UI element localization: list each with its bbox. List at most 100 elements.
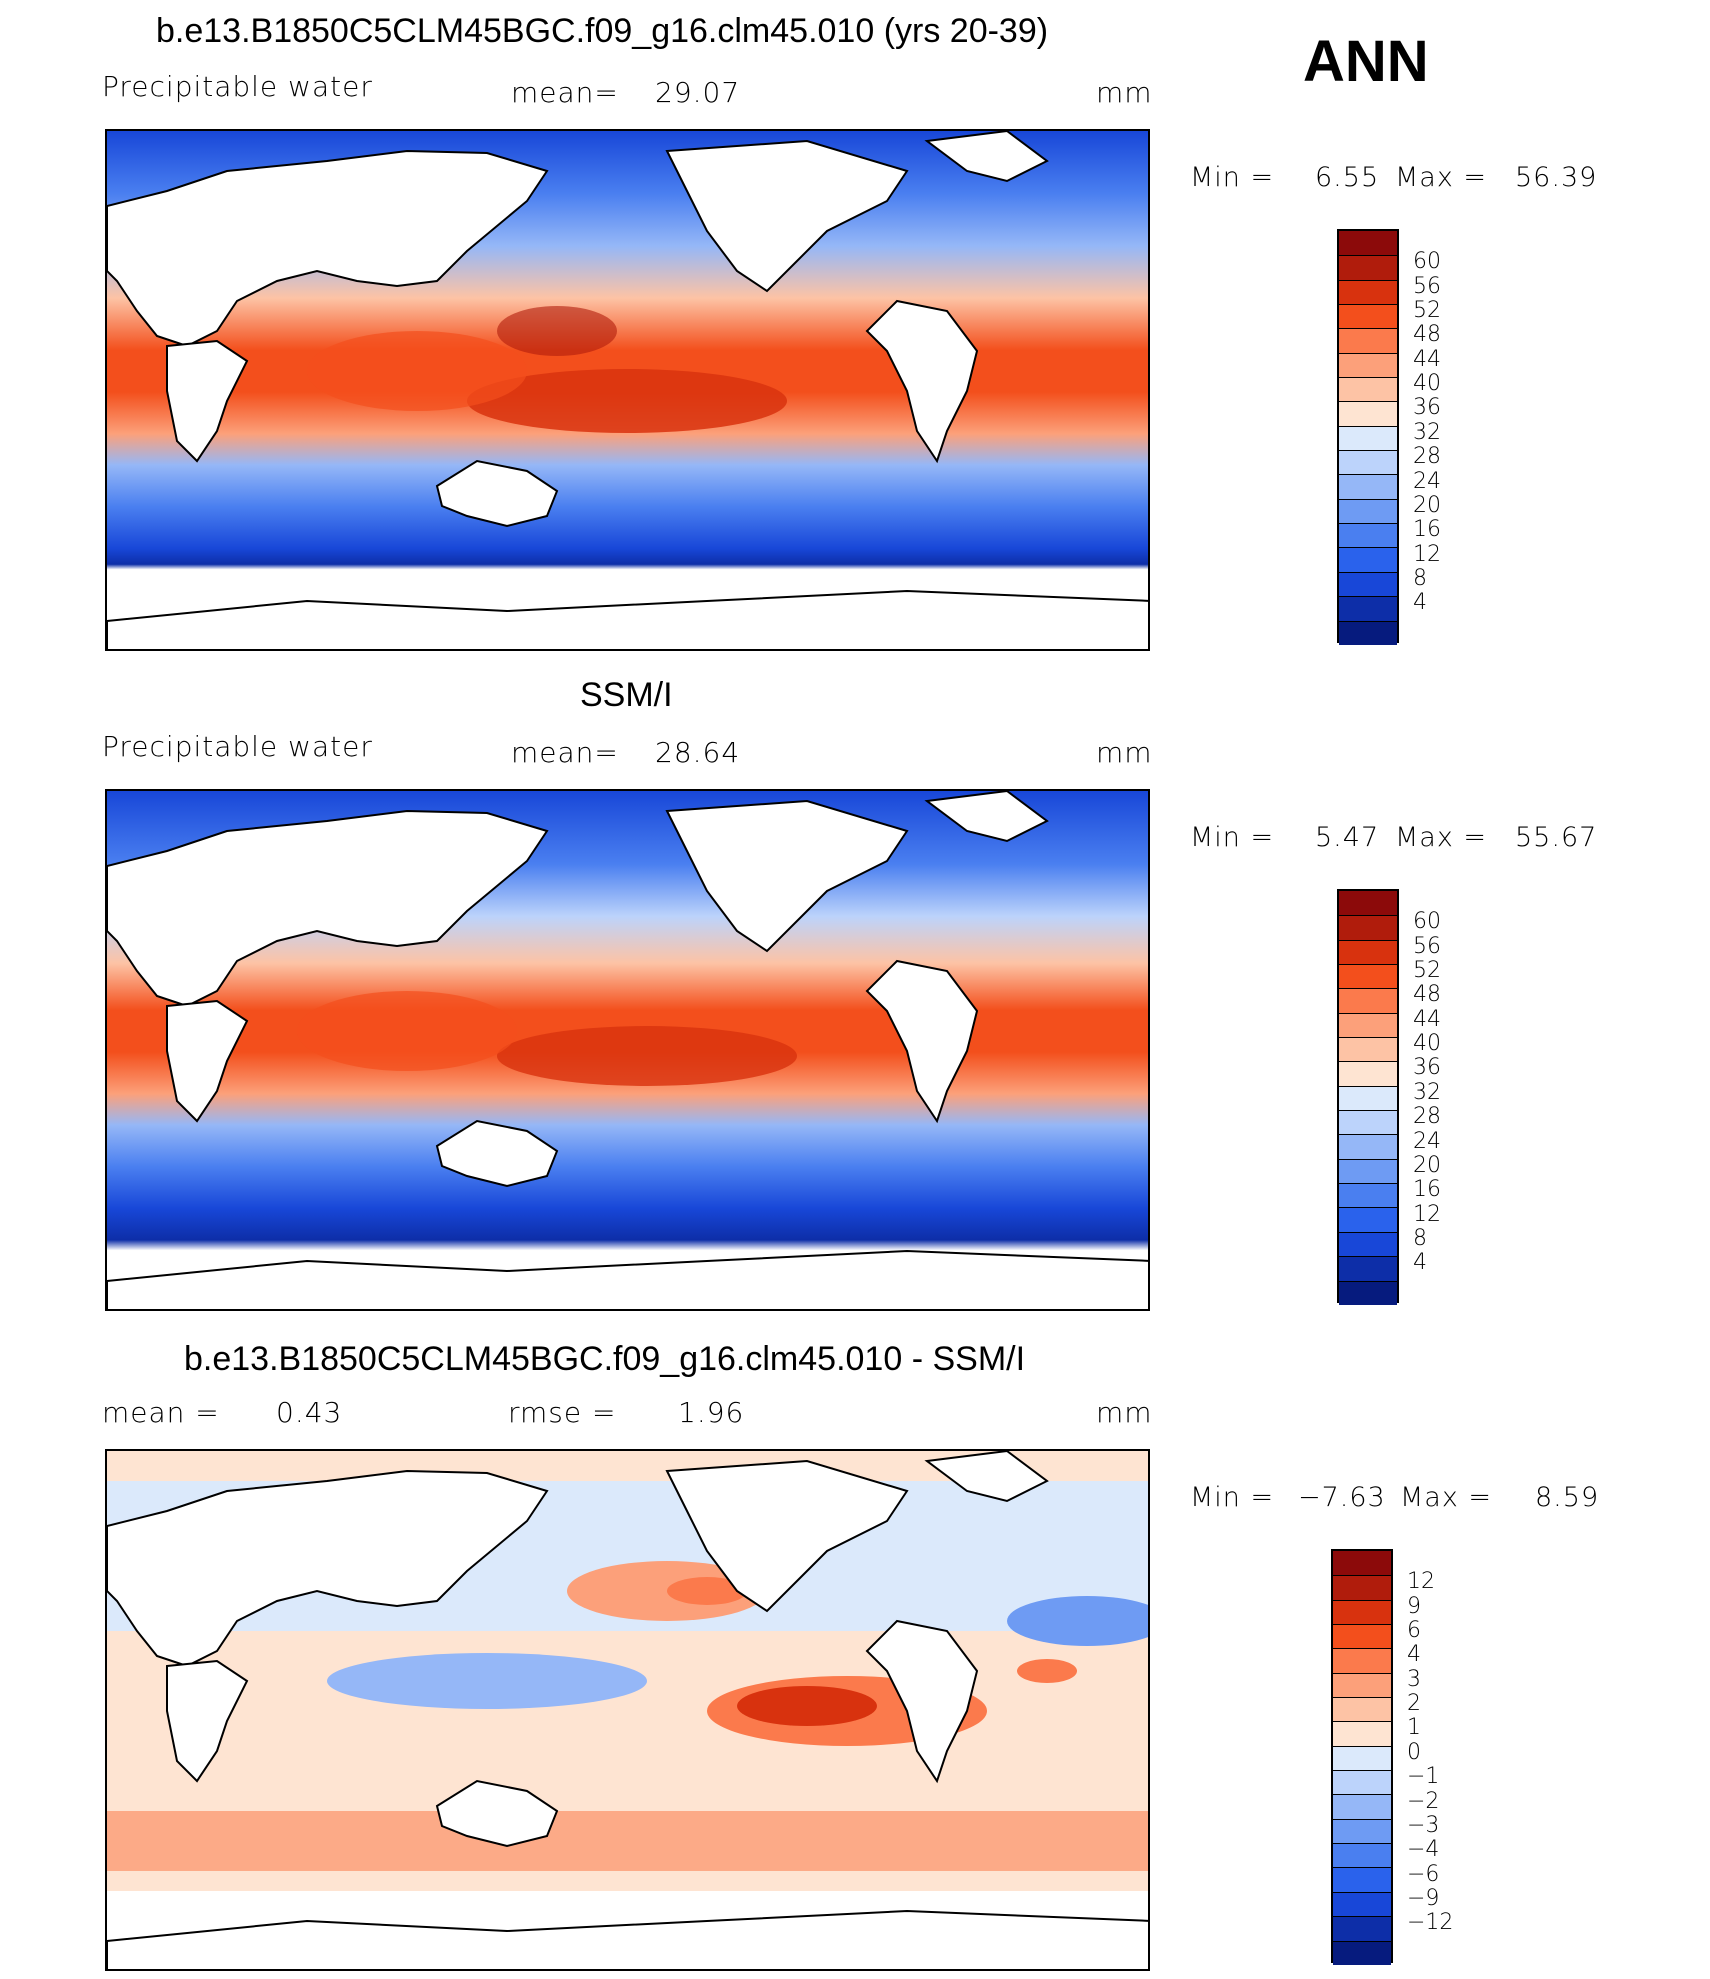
colorbar-tick-label: 2 <box>1407 1691 1421 1717</box>
colorbar-tick-label: 60 <box>1413 909 1441 935</box>
colorbar-tick-label: −1 <box>1407 1764 1440 1790</box>
colorbar-swatch <box>1333 1599 1391 1625</box>
colorbar-tick-label: 44 <box>1413 346 1441 372</box>
colorbar-tick-label: 9 <box>1407 1593 1421 1619</box>
colorbar-swatch <box>1339 523 1397 548</box>
colorbar-tick-label: 28 <box>1413 1104 1441 1130</box>
colorbar-swatches <box>1331 1549 1393 1965</box>
colorbar-swatch <box>1339 279 1397 305</box>
colorbar-swatch <box>1339 964 1397 989</box>
colorbar-swatch <box>1333 1916 1391 1941</box>
colorbar-swatch <box>1333 1697 1391 1722</box>
colorbar-swatch <box>1339 1085 1397 1111</box>
mean-label-diff: mean = <box>102 1396 220 1429</box>
colorbar-tick-label: 16 <box>1413 1177 1441 1203</box>
max-label-obs: Max = <box>1395 822 1488 853</box>
units-label-obs: mm <box>1096 736 1153 769</box>
min-value-model: 6.55 <box>1315 162 1380 193</box>
colorbar-tick-label: 8 <box>1413 565 1427 591</box>
map-model <box>107 131 1148 649</box>
panel-title-model: b.e13.B1850C5CLM45BGC.f09_g16.clm45.010 … <box>156 12 1049 50</box>
colorbar-tick-label: 40 <box>1413 371 1441 397</box>
colorbar-tick-label: 12 <box>1413 541 1441 567</box>
mean-value-obs: 28.64 <box>655 736 741 769</box>
colorbar-swatch <box>1339 255 1397 280</box>
variable-label-obs: Precipitable water <box>102 730 373 763</box>
colorbar-tick-label: 20 <box>1413 1152 1441 1178</box>
colorbar-swatch <box>1339 328 1397 353</box>
colorbar-swatch <box>1333 1575 1391 1600</box>
min-label-diff: Min = <box>1190 1482 1275 1513</box>
colorbar-swatch <box>1339 425 1397 451</box>
colorbar-tick-label: 28 <box>1413 444 1441 470</box>
colorbar-tick-label: −12 <box>1407 1910 1454 1936</box>
colorbar-tick-label: 52 <box>1413 958 1441 984</box>
colorbar-tick-label: 24 <box>1413 468 1441 494</box>
colorbar-tick-label: −2 <box>1407 1788 1440 1814</box>
colorbar-swatch <box>1339 596 1397 621</box>
colorbar-tick-label: 32 <box>1413 419 1441 445</box>
colorbar-tick-label: 44 <box>1413 1006 1441 1032</box>
rmse-label-diff: rmse = <box>508 1396 617 1429</box>
colorbar-swatch <box>1339 377 1397 402</box>
panel-title-diff: b.e13.B1850C5CLM45BGC.f09_g16.clm45.010 … <box>184 1340 1026 1378</box>
colorbar-swatches <box>1337 889 1399 1305</box>
colorbar-tick-label: 32 <box>1413 1079 1441 1105</box>
colorbar-swatch <box>1333 1551 1391 1576</box>
colorbar-swatch <box>1339 1134 1397 1159</box>
mean-label-obs: mean= <box>511 736 619 769</box>
min-value-obs: 5.47 <box>1315 822 1380 853</box>
colorbar-tick-label: −3 <box>1407 1812 1440 1838</box>
colorbar-swatch <box>1339 352 1397 378</box>
colorbar-swatch <box>1333 1867 1391 1892</box>
colorbar-tick-label: 4 <box>1413 1250 1427 1276</box>
colorbar-tick-label: 8 <box>1413 1225 1427 1251</box>
panel-title-obs: SSM/I <box>580 676 673 714</box>
colorbar-swatch <box>1333 1770 1391 1795</box>
colorbar-tick-label: 36 <box>1413 1055 1441 1081</box>
min-label-obs: Min = <box>1190 822 1275 853</box>
colorbar-tick-label: 60 <box>1413 249 1441 275</box>
colorbar-tick-label: 1 <box>1407 1715 1421 1741</box>
colorbar-swatch <box>1333 1891 1391 1917</box>
colorbar-tick-label: 6 <box>1407 1618 1421 1644</box>
units-label-model: mm <box>1096 76 1153 109</box>
map-panel-model <box>105 129 1150 651</box>
colorbar-tick-label: 48 <box>1413 982 1441 1008</box>
colorbar-tick-label: 20 <box>1413 492 1441 518</box>
colorbar-swatch <box>1333 1794 1391 1819</box>
season-label: ANN <box>1303 29 1429 94</box>
colorbar-swatch <box>1339 939 1397 965</box>
max-label-diff: Max = <box>1400 1482 1493 1513</box>
colorbar-swatches <box>1337 229 1399 645</box>
colorbar-swatch <box>1333 1721 1391 1746</box>
min-value-diff: −7.63 <box>1298 1482 1386 1513</box>
colorbar-swatch <box>1339 1061 1397 1086</box>
map-obs <box>107 791 1148 1309</box>
colorbar-swatch <box>1339 1158 1397 1184</box>
min-label-model: Min = <box>1190 162 1275 193</box>
colorbar-swatch <box>1339 1256 1397 1281</box>
colorbar-swatch <box>1333 1624 1391 1649</box>
colorbar-swatch <box>1339 1207 1397 1232</box>
colorbar-swatch <box>1339 1012 1397 1038</box>
colorbar-tick-label: −4 <box>1407 1837 1440 1863</box>
colorbar-tick-label: 12 <box>1413 1201 1441 1227</box>
colorbar-swatch <box>1333 1818 1391 1844</box>
colorbar-tick-label: −6 <box>1407 1861 1440 1887</box>
colorbar-swatch <box>1339 1110 1397 1135</box>
colorbar-swatch <box>1333 1648 1391 1673</box>
colorbar-swatch <box>1333 1940 1391 1965</box>
colorbar-swatch <box>1339 1037 1397 1062</box>
colorbar-tick-label: 52 <box>1413 298 1441 324</box>
colorbar-swatch <box>1333 1843 1391 1868</box>
colorbar-tick-label: 12 <box>1407 1569 1435 1595</box>
colorbar-swatch <box>1339 1183 1397 1208</box>
units-label-diff: mm <box>1096 1396 1153 1429</box>
colorbar-tick-label: 56 <box>1413 933 1441 959</box>
colorbar-swatch <box>1339 304 1397 329</box>
colorbar-swatch <box>1333 1672 1391 1698</box>
colorbar-swatch <box>1339 474 1397 499</box>
mean-label-model: mean= <box>511 76 619 109</box>
colorbar-swatch <box>1339 547 1397 572</box>
